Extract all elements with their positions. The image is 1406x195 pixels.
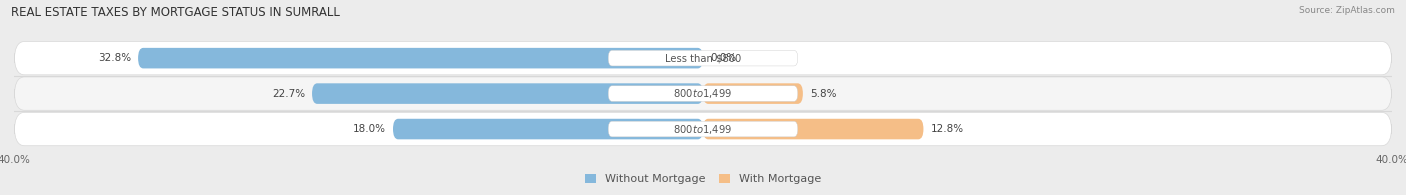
- FancyBboxPatch shape: [392, 119, 703, 139]
- Text: Source: ZipAtlas.com: Source: ZipAtlas.com: [1299, 6, 1395, 15]
- Text: 18.0%: 18.0%: [353, 124, 387, 134]
- FancyBboxPatch shape: [703, 83, 803, 104]
- Text: $800 to $1,499: $800 to $1,499: [673, 122, 733, 136]
- FancyBboxPatch shape: [609, 86, 797, 101]
- FancyBboxPatch shape: [703, 119, 924, 139]
- Text: Less than $800: Less than $800: [665, 53, 741, 63]
- FancyBboxPatch shape: [14, 42, 1392, 75]
- FancyBboxPatch shape: [14, 112, 1392, 146]
- FancyBboxPatch shape: [138, 48, 703, 68]
- Legend: Without Mortgage, With Mortgage: Without Mortgage, With Mortgage: [585, 174, 821, 184]
- Text: 12.8%: 12.8%: [931, 124, 963, 134]
- FancyBboxPatch shape: [609, 50, 797, 66]
- FancyBboxPatch shape: [609, 121, 797, 137]
- FancyBboxPatch shape: [312, 83, 703, 104]
- Text: 0.0%: 0.0%: [710, 53, 737, 63]
- Text: $800 to $1,499: $800 to $1,499: [673, 87, 733, 100]
- Text: REAL ESTATE TAXES BY MORTGAGE STATUS IN SUMRALL: REAL ESTATE TAXES BY MORTGAGE STATUS IN …: [11, 6, 340, 19]
- FancyBboxPatch shape: [14, 77, 1392, 110]
- Text: 32.8%: 32.8%: [98, 53, 131, 63]
- Text: 5.8%: 5.8%: [810, 89, 837, 99]
- Text: 22.7%: 22.7%: [271, 89, 305, 99]
